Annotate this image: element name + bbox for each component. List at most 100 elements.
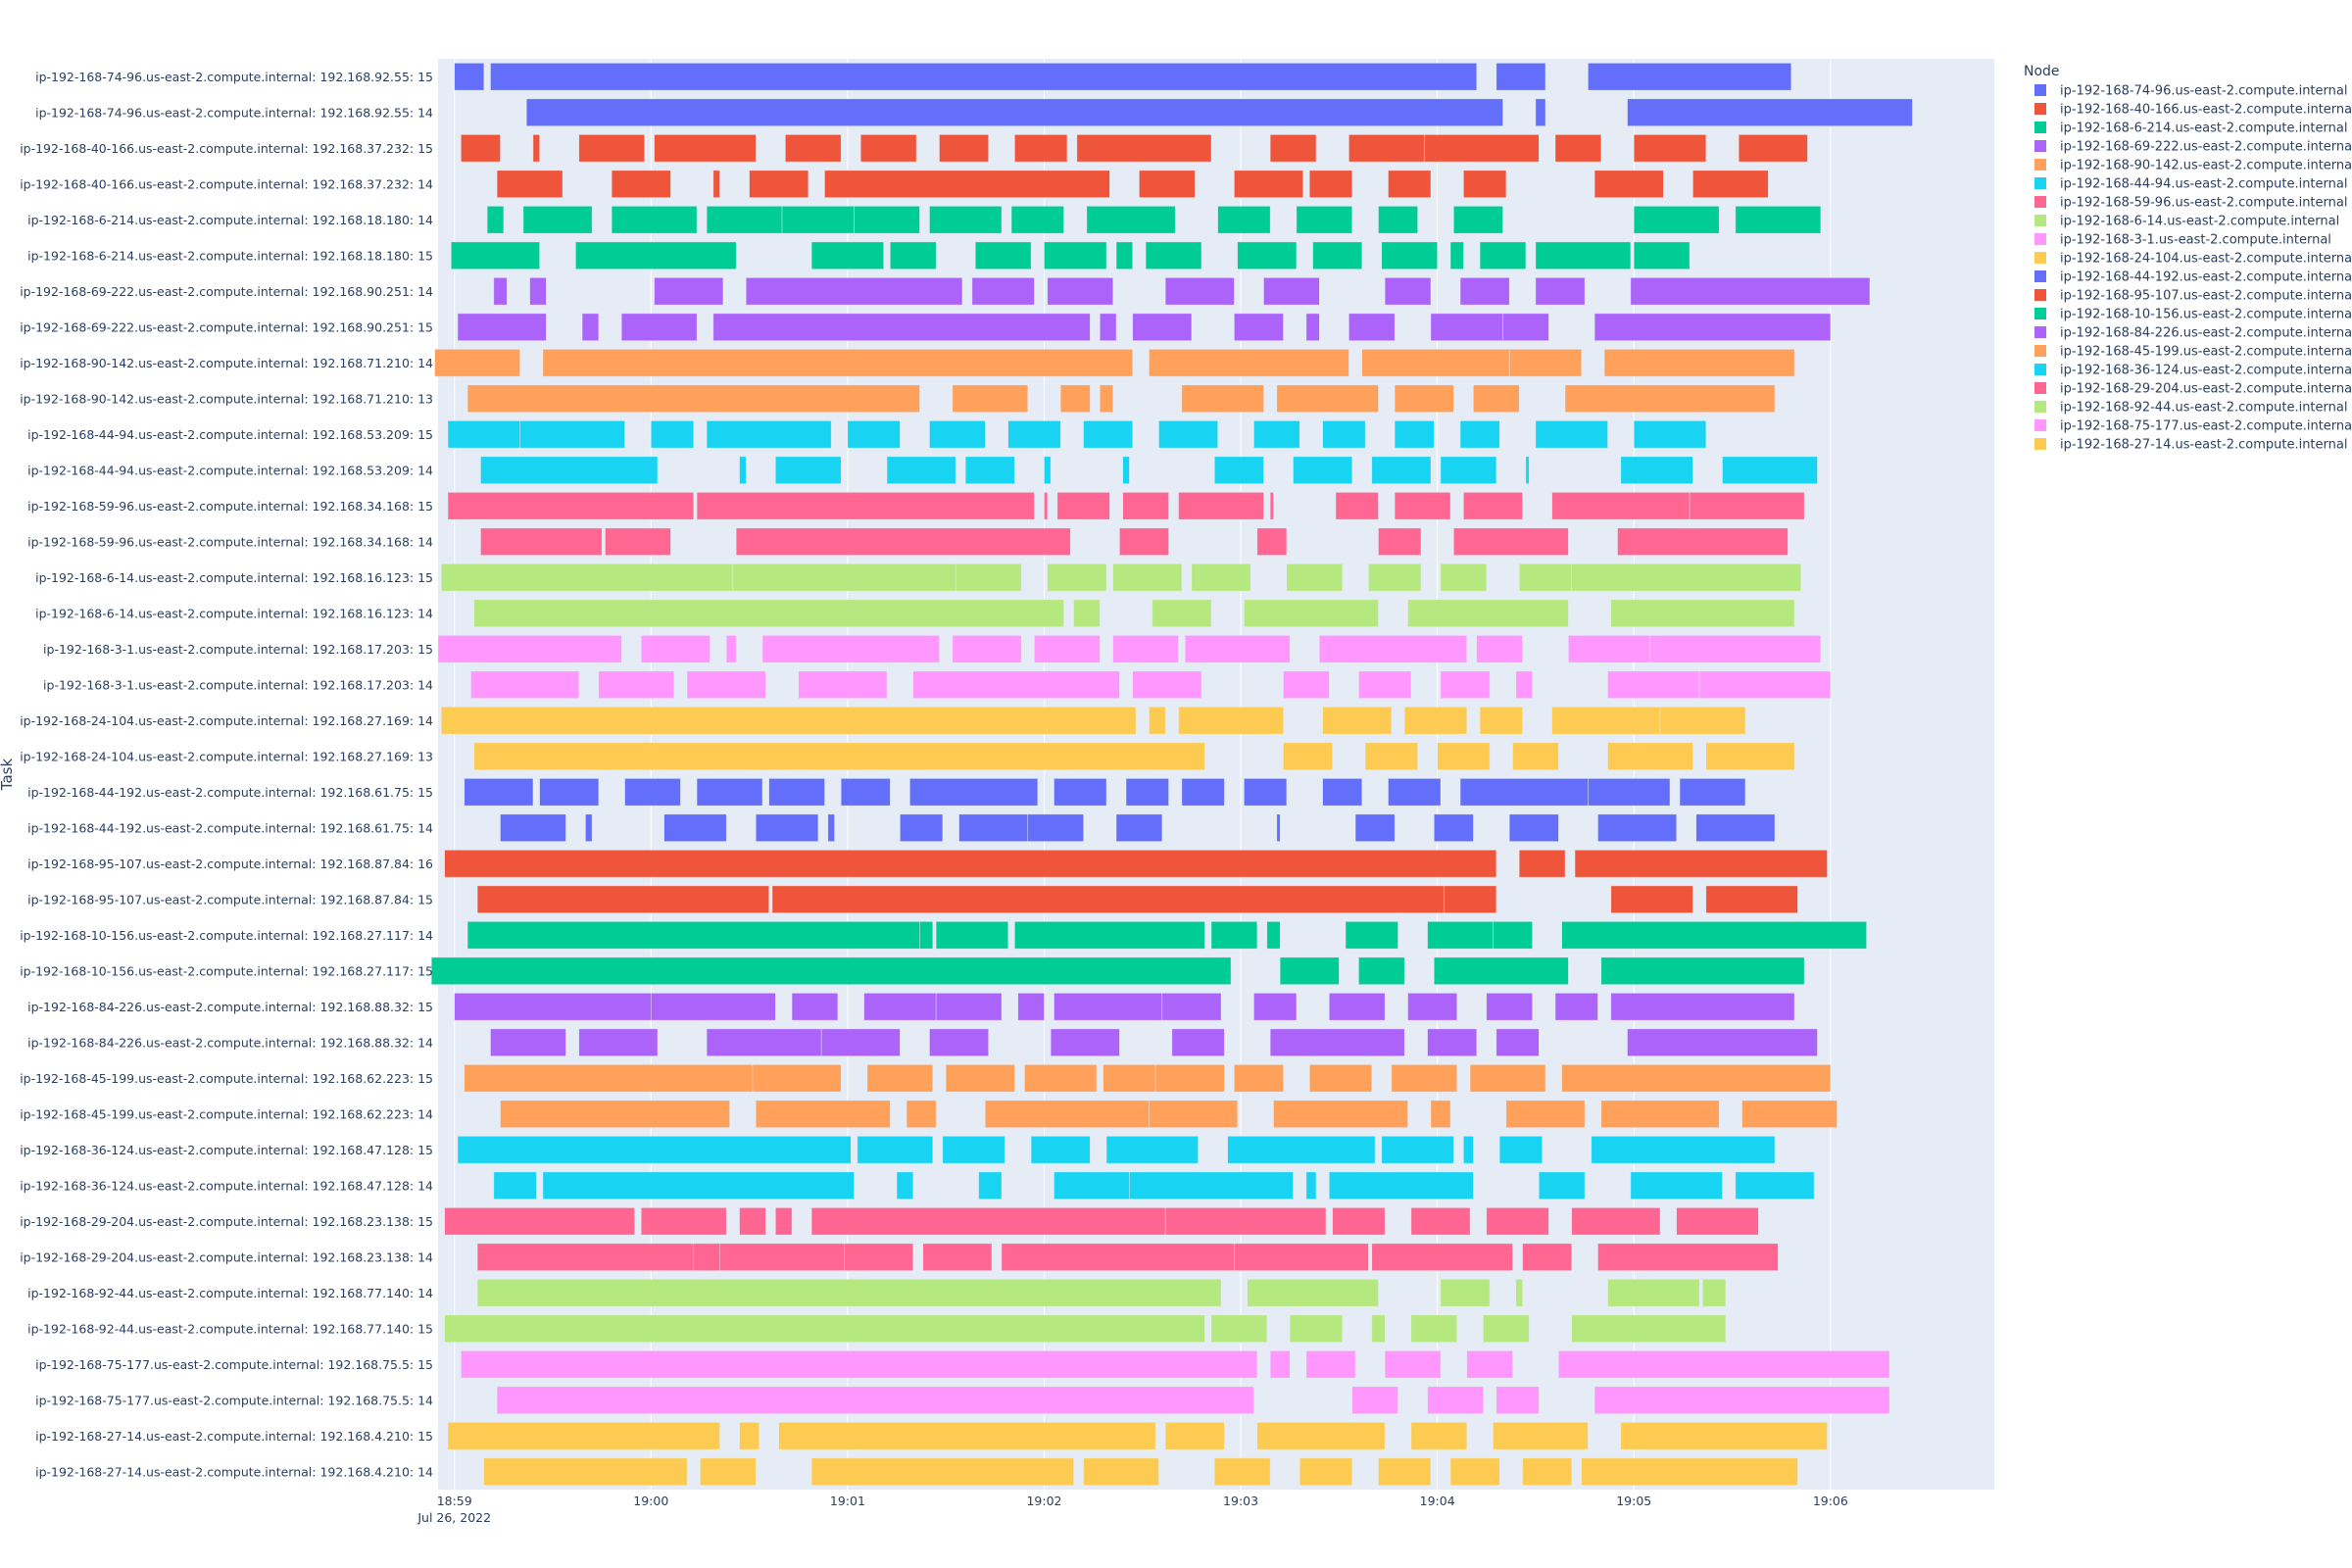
task-bar <box>640 635 710 663</box>
task-bar <box>1171 1028 1225 1056</box>
task-bar <box>1054 1171 1130 1200</box>
task-bar <box>1332 1207 1386 1236</box>
task-bar <box>1597 813 1678 842</box>
task-bar <box>1214 456 1264 484</box>
task-bar <box>1237 241 1298 270</box>
task-bar <box>1227 1136 1376 1164</box>
task-bar <box>886 456 956 484</box>
task-bar <box>1191 564 1251 592</box>
task-bar <box>1633 134 1707 163</box>
task-bar <box>929 420 986 449</box>
task-bar <box>654 277 724 306</box>
task-bar <box>605 527 671 556</box>
legend-item: ip-192-168-75-177.us-east-2.compute.inte… <box>2060 419 2352 434</box>
y-tick-label: ip-192-168-27-14.us-east-2.compute.inter… <box>35 1429 433 1444</box>
x-tick-label: 19:02 <box>1026 1494 1061 1508</box>
task-bar <box>1164 277 1235 306</box>
task-bar <box>1502 313 1549 341</box>
task-bar <box>1508 813 1559 842</box>
task-bar <box>1423 134 1540 163</box>
y-tick-label: ip-192-168-27-14.us-east-2.compute.inter… <box>35 1464 433 1479</box>
task-bar <box>827 813 835 842</box>
task-bar <box>1735 206 1822 234</box>
task-bar <box>1659 707 1746 735</box>
task-bar <box>696 492 1035 520</box>
task-bar <box>473 599 1064 627</box>
task-bar <box>1630 1171 1723 1200</box>
task-bar <box>1050 1028 1120 1056</box>
task-bar <box>1154 1064 1225 1093</box>
task-bar <box>844 1243 914 1271</box>
task-bar <box>522 206 593 234</box>
task-bar <box>1463 1136 1474 1164</box>
task-bar <box>1564 384 1776 413</box>
task-bar <box>1256 527 1288 556</box>
task-bar <box>1115 813 1163 842</box>
task-bar <box>1378 206 1418 234</box>
task-bar <box>1493 921 1533 950</box>
task-bar <box>1044 456 1052 484</box>
legend-swatch <box>2034 84 2046 96</box>
task-bar <box>1692 170 1769 198</box>
task-bar <box>1319 635 1468 663</box>
task-bar <box>1469 1064 1546 1093</box>
task-bar <box>1112 635 1179 663</box>
task-bar <box>480 527 603 556</box>
task-bar <box>1054 778 1107 807</box>
task-bar <box>732 564 956 592</box>
task-bar <box>840 778 891 807</box>
task-bar <box>1047 277 1113 306</box>
task-bar <box>1100 384 1113 413</box>
task-bar <box>1735 1171 1815 1200</box>
task-bar <box>1273 1100 1408 1128</box>
legend-swatch <box>2034 364 2046 375</box>
legend-swatch <box>2034 103 2046 115</box>
task-bar <box>1738 134 1808 163</box>
y-tick-label: ip-192-168-45-199.us-east-2.compute.inte… <box>20 1071 433 1086</box>
task-bar <box>1354 813 1396 842</box>
task-bar <box>1459 420 1500 449</box>
task-bar <box>1676 1207 1759 1236</box>
legend-item: ip-192-168-92-44.us-east-2.compute.inter… <box>2060 401 2347 416</box>
task-bar <box>971 277 1035 306</box>
task-bar <box>919 921 934 950</box>
task-bar <box>542 1171 855 1200</box>
legend-item: ip-192-168-44-192.us-east-2.compute.inte… <box>2060 270 2352 285</box>
task-bar <box>1581 1457 1798 1486</box>
task-bar <box>1149 707 1166 735</box>
task-bar <box>500 1100 730 1128</box>
task-bar <box>1308 170 1353 198</box>
legend-item: ip-192-168-29-204.us-east-2.compute.inte… <box>2060 382 2352 397</box>
legend-swatch <box>2034 233 2046 245</box>
task-bar <box>1158 420 1218 449</box>
task-bar <box>1508 349 1583 377</box>
task-bar <box>1086 206 1176 234</box>
task-bar <box>1600 956 1805 985</box>
task-bar <box>476 1279 1222 1307</box>
task-bar <box>1633 420 1707 449</box>
task-bar <box>457 1136 852 1164</box>
task-bar <box>611 170 671 198</box>
task-bar <box>1368 564 1422 592</box>
task-bar <box>1217 206 1271 234</box>
task-bar <box>1044 492 1049 520</box>
task-bar <box>1010 206 1064 234</box>
task-bar <box>476 885 769 913</box>
task-bar <box>1305 1171 1317 1200</box>
task-bar <box>1539 1171 1586 1200</box>
task-bar <box>490 63 1478 91</box>
task-bar <box>542 349 1134 377</box>
task-bar <box>1266 921 1281 950</box>
y-tick-label: ip-192-168-29-204.us-east-2.compute.inte… <box>20 1214 433 1229</box>
x-tick-label: 19:04 <box>1420 1494 1455 1508</box>
y-tick-label: ip-192-168-44-94.us-east-2.compute.inter… <box>27 463 433 477</box>
task-bar <box>1410 1207 1471 1236</box>
legend[interactable]: Node ip-192-168-74-96.us-east-2.compute.… <box>2024 64 2352 453</box>
y-tick-label: ip-192-168-24-104.us-east-2.compute.inte… <box>20 713 433 728</box>
x-tick-label: 19:03 <box>1223 1494 1258 1508</box>
legend-item: ip-192-168-24-104.us-east-2.compute.inte… <box>2060 252 2352 267</box>
task-bar <box>624 778 681 807</box>
task-bar <box>1178 707 1284 735</box>
task-bar <box>778 1422 1156 1450</box>
y-tick-label: ip-192-168-59-96.us-east-2.compute.inter… <box>27 534 433 549</box>
